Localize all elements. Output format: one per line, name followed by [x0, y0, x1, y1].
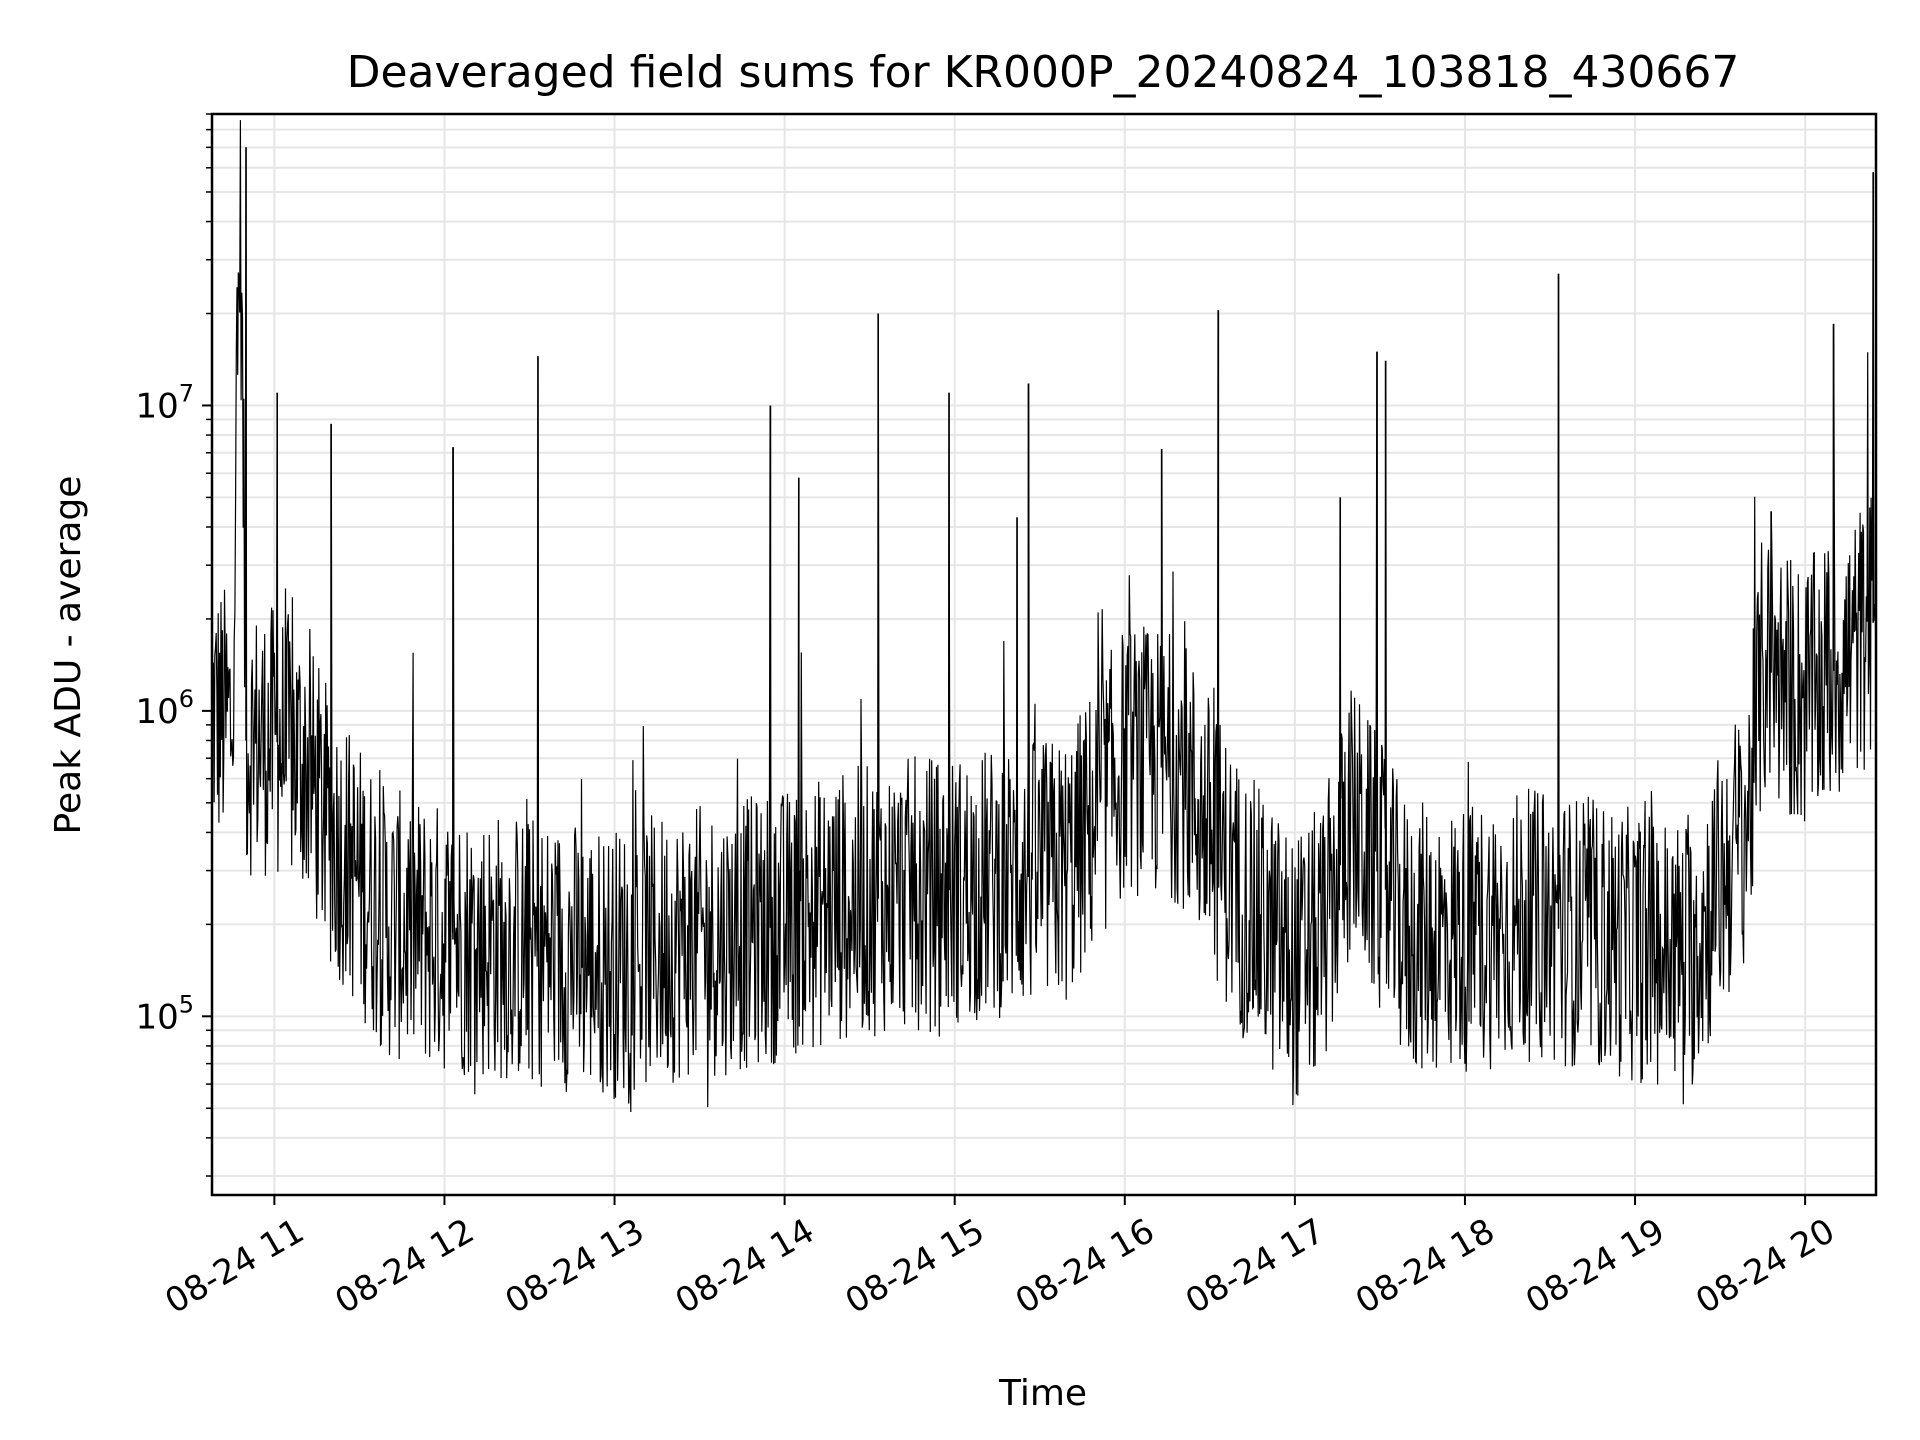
- data-layer: [211, 120, 1877, 1113]
- x-axis-label: Time: [998, 1373, 1087, 1414]
- plot-frame: [210, 112, 1878, 1197]
- chart-title: Deaveraged field sums for KR000P_2024082…: [347, 47, 1740, 98]
- y-tick-label: 107: [135, 379, 194, 426]
- y-axis-label: Peak ADU - average: [48, 476, 89, 835]
- y-axis: 105 106 107: [135, 113, 212, 1177]
- series-line: [211, 120, 1877, 1113]
- y-tick-label: 106: [135, 685, 194, 732]
- y-tick-label: 105: [135, 990, 194, 1037]
